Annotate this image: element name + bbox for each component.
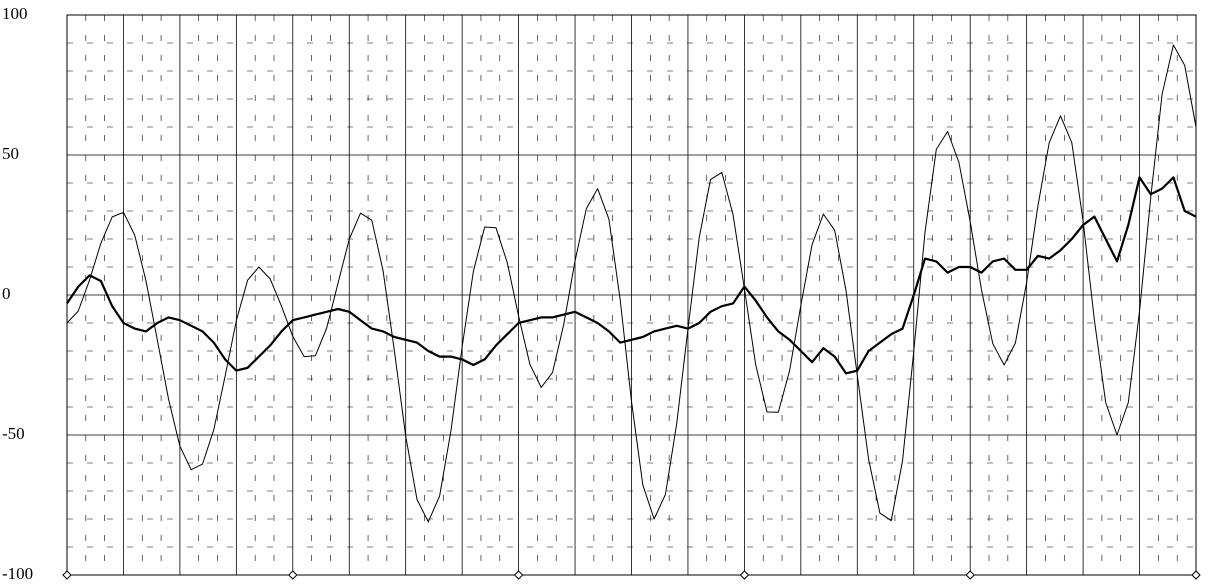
x-axis-marker [288, 570, 298, 580]
x-axis-marker [1191, 570, 1201, 580]
series-line [66, 176, 1197, 375]
x-axis-marker [513, 570, 524, 580]
x-axis-marker [965, 570, 975, 580]
series-line [66, 44, 1197, 523]
x-axis-marker [739, 570, 750, 580]
y-tick-label: -50 [2, 424, 25, 443]
y-tick-label: 100 [2, 4, 28, 23]
y-tick-label: 50 [2, 144, 19, 163]
y-tick-label: 0 [2, 284, 11, 303]
x-axis-marker [62, 570, 72, 580]
y-tick-label: -100 [2, 564, 33, 583]
plot-frame [66, 14, 1197, 576]
